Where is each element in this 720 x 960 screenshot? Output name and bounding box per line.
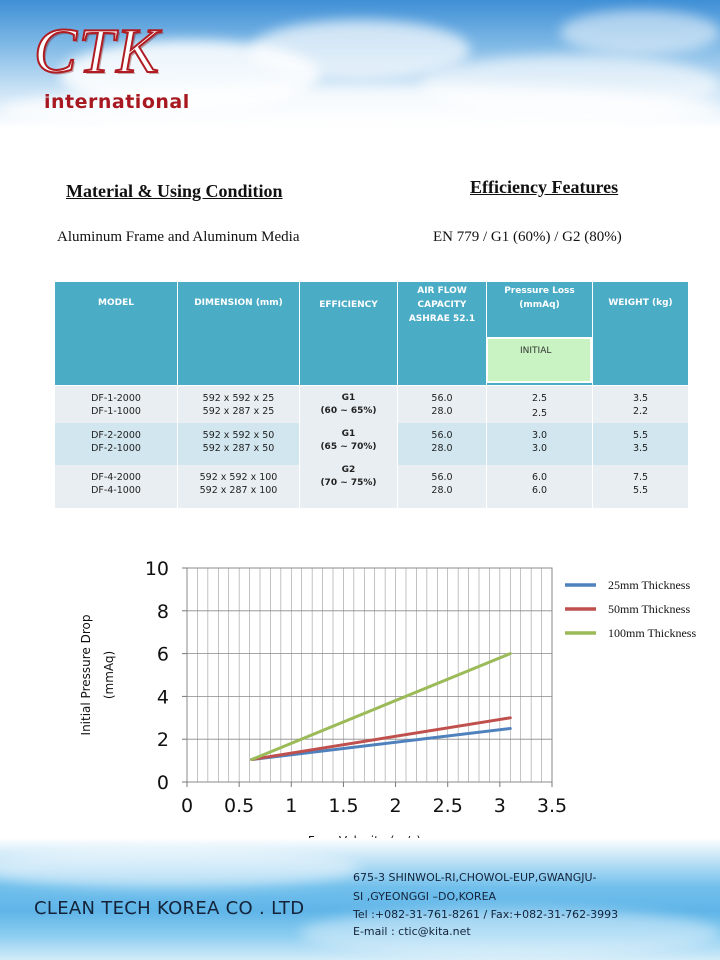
address-line-2: SI ,GYEONGGI –DO,KOREA xyxy=(353,890,497,903)
table-header-row: MODEL DIMENSION (mm) EFFICIENCY AIR FLOW… xyxy=(54,281,689,386)
footer-banner xyxy=(0,838,720,960)
cell-airflow: 56.0 28.0 xyxy=(397,464,487,508)
email: E-mail : ctic@kita.net xyxy=(353,925,471,938)
logo-international: international xyxy=(44,91,190,113)
x-tick-label: 0 xyxy=(181,795,193,817)
x-tick-label: 2.5 xyxy=(433,795,463,817)
cell-dimension: 592 x 592 x 50 592 x 287 x 50 xyxy=(177,422,300,465)
y-axis-unit: (mmAq) xyxy=(102,651,116,699)
efficiency-text: EN 779 / G1 (60%) / G2 (80%) xyxy=(433,229,622,245)
table-row: DF-1-2000 DF-1-1000 592 x 592 x 25 592 x 2… xyxy=(54,385,689,508)
cell-dimension: 592 x 592 x 25 592 x 287 x 25 xyxy=(177,385,300,423)
cell-weight: 7.5 5.5 xyxy=(592,464,689,508)
y-tick-label: 10 xyxy=(145,558,169,580)
cell-model: DF-1-2000 DF-1-1000 xyxy=(54,385,178,423)
fax: / Fax:+082-31-762-3993 xyxy=(483,908,619,921)
eff-range-2: (65 ~ 70%) xyxy=(320,442,377,452)
company-name: CLEAN TECH KOREA CO . LTD xyxy=(34,898,305,919)
cell-pressure: 3.0 3.0 xyxy=(486,422,593,465)
y-axis-title: Initial Pressure Drop xyxy=(79,615,93,736)
cell-efficiency: G1 (60 ~ 65%) G1 (65 ~ 70%) G2 (70 ~ 75%… xyxy=(299,385,398,508)
header-dimension: DIMENSION (mm) xyxy=(177,281,300,386)
legend-label: 50mm Thickness xyxy=(608,602,690,616)
series-line-50mm-thickness xyxy=(250,716,512,762)
header-efficiency: EFFICIENCY xyxy=(299,281,398,386)
legend-label: 100mm Thickness xyxy=(608,626,696,640)
series-line-100mm-thickness xyxy=(250,652,512,762)
cell-airflow: 56.0 28.0 xyxy=(397,385,487,423)
phone-fax: Tel :+082-31-761-8261 / Fax:+082-31-762-… xyxy=(353,907,653,922)
y-tick-label: 0 xyxy=(157,772,169,794)
logo-ctk: CTK xyxy=(33,14,161,87)
material-title: Material & Using Condition xyxy=(66,181,283,201)
y-tick-label: 4 xyxy=(157,686,169,708)
x-tick-label: 3 xyxy=(494,795,506,817)
x-tick-label: 0.5 xyxy=(224,795,254,817)
x-tick-label: 2 xyxy=(390,795,402,817)
y-tick-label: 2 xyxy=(157,729,169,751)
x-tick-label: 1.5 xyxy=(328,795,358,817)
cell-pressure: 2.5 2.5 xyxy=(486,385,593,423)
phone: Tel :+082-31-761-8261 xyxy=(353,908,480,921)
cell-model: DF-2-2000 DF-2-1000 xyxy=(54,422,178,465)
table-row: DF-2-2000 DF-2-1000 592 x 592 x 50 592 x 2… xyxy=(54,422,689,465)
eff-grade-3: G2 xyxy=(341,465,356,475)
x-tick-label: 3.5 xyxy=(537,795,567,817)
eff-range-3: (70 ~ 75%) xyxy=(320,478,377,488)
cell-dimension: 592 x 592 x 100 592 x 287 x 100 xyxy=(177,464,300,508)
efficiency-title: Efficiency Features xyxy=(470,177,619,197)
table-row: DF-4-2000 DF-4-1000 592 x 592 x 100 592 x … xyxy=(54,464,689,508)
header-airflow: AIR FLOW CAPACITY ASHRAE 52.1 xyxy=(397,281,487,386)
cell-weight: 3.5 2.2 xyxy=(592,385,689,423)
y-tick-label: 6 xyxy=(157,644,169,666)
header-banner xyxy=(0,0,720,128)
cell-airflow: 56.0 28.0 xyxy=(397,422,487,465)
series-line-25mm-thickness xyxy=(250,727,512,762)
eff-range-1: (60 ~ 65%) xyxy=(320,406,377,416)
y-tick-label: 8 xyxy=(157,601,169,623)
legend-label: 25mm Thickness xyxy=(608,578,690,592)
header-weight: WEIGHT (kg) xyxy=(592,281,689,386)
eff-grade-2: G1 xyxy=(341,429,356,439)
plot-area xyxy=(186,567,553,783)
header-model: MODEL xyxy=(54,281,178,386)
material-text: Aluminum Frame and Aluminum Media xyxy=(57,229,300,245)
header-initial: INITIAL xyxy=(486,337,592,383)
address-line-1: 675-3 SHINWOL-RI,CHOWOL-EUP,GWANGJU- xyxy=(353,871,597,884)
spec-table: MODEL DIMENSION (mm) EFFICIENCY AIR FLOW… xyxy=(54,281,689,508)
cell-model: DF-4-2000 DF-4-1000 xyxy=(54,464,178,508)
x-tick-label: 1 xyxy=(285,795,297,817)
eff-grade-1: G1 xyxy=(341,393,356,403)
cell-pressure: 6.0 6.0 xyxy=(486,464,593,508)
cell-weight: 5.5 3.5 xyxy=(592,422,689,465)
